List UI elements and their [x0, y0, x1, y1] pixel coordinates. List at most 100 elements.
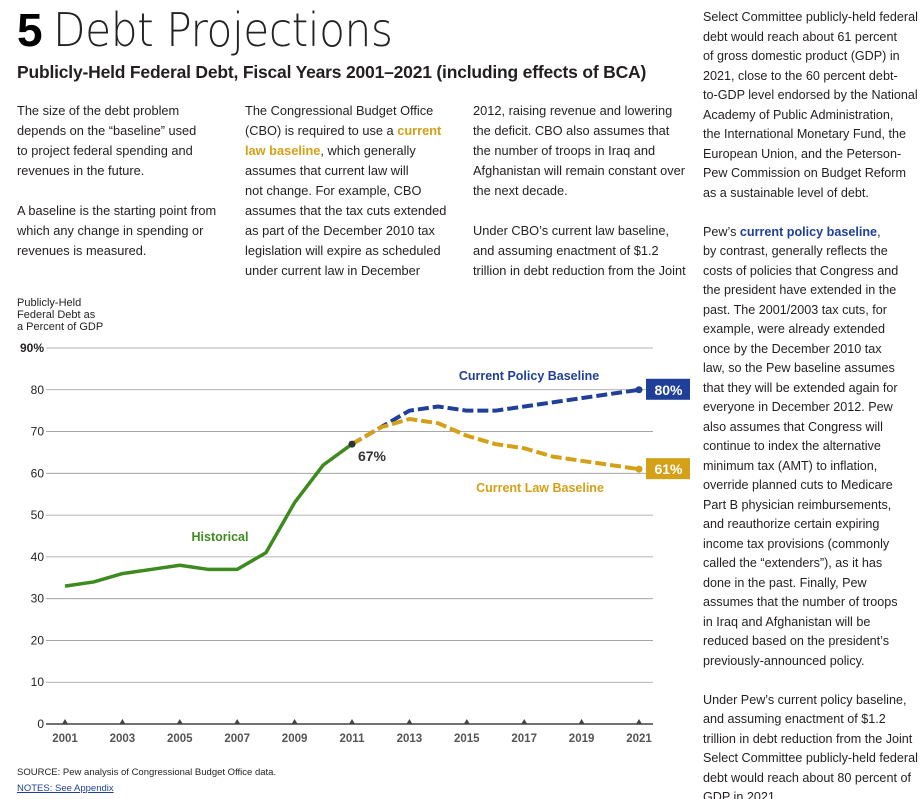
- series-label: Current Policy Baseline: [459, 369, 599, 383]
- text-line: and reauthorize certain expiring: [703, 517, 880, 531]
- text-line: by contrast, generally reflects the: [703, 244, 888, 258]
- text-column-2: The Congressional Budget Office (CBO) is …: [245, 101, 446, 301]
- highlighted-term: current policy baseline: [739, 224, 878, 239]
- text-line: 2012, raising revenue and lowering: [473, 103, 673, 118]
- text-line: GDP in 2021.: [703, 790, 779, 799]
- text-line: and assuming enactment of $1.2: [473, 243, 659, 258]
- chart-title: Publicly-Held Federal Debt, Fiscal Years…: [17, 62, 647, 82]
- paragraph: A baseline is the starting point from whi…: [17, 201, 216, 261]
- text-line: minimum tax (AMT) to inflation,: [703, 458, 878, 473]
- x-tick-mark: [636, 719, 642, 724]
- text-line: as part of the December 2010 tax: [245, 223, 435, 238]
- text-segment: (CBO) is required to use a: [245, 123, 398, 138]
- text-line: Under CBO’s current law baseline,: [473, 223, 670, 238]
- series-line-current-law-baseline: [350, 417, 640, 472]
- text-line: the number of troops in Iraq and: [473, 143, 656, 158]
- text-line: the International Monetary Fund, the: [703, 127, 907, 141]
- x-tick-mark: [291, 719, 298, 724]
- text-line: The Congressional Budget Office: [245, 103, 434, 118]
- y-tick-label: 10: [31, 675, 45, 689]
- x-tick-mark: [119, 719, 126, 724]
- text-line: assumes that the number of troops: [703, 595, 898, 609]
- text-line: done in the past. Finally, Pew: [703, 575, 867, 590]
- y-tick-label: 80: [31, 383, 45, 397]
- data-point-marker: [635, 465, 643, 473]
- x-tick-label: 2019: [569, 733, 595, 745]
- x-tick-label: 2017: [511, 733, 537, 745]
- text-line: trillion in debt reduction from the Join…: [473, 263, 686, 278]
- text-line: trillion in debt reduction from the Join…: [703, 731, 913, 746]
- section-title: 5 Debt Projections: [17, 4, 422, 56]
- text-line: reduced based on the president’s: [703, 634, 890, 648]
- text-line: the next decade.: [473, 183, 568, 198]
- y-axis-label-line: Federal Debt as: [17, 309, 96, 321]
- x-tick-mark: [521, 719, 528, 724]
- text-line: Select Committee publicly-held federal: [703, 751, 918, 765]
- text-line: Select Committee publicly-held federal: [703, 10, 918, 24]
- text-column-4: Select Committee publicly-held federal de…: [703, 8, 918, 799]
- text-line: under current law in December: [245, 263, 420, 278]
- notes-link[interactable]: NOTES: See Appendix: [17, 783, 114, 794]
- text-line: costs of policies that Congress and: [703, 263, 899, 278]
- text-line: Afghanistan will remain constant over: [473, 163, 685, 178]
- series-line-current-policy-baseline: [350, 387, 640, 446]
- text-line: law, so the Pew baseline assumes: [703, 361, 895, 375]
- x-tick-mark: [176, 719, 183, 724]
- text-segment: ,: [877, 224, 881, 239]
- paragraph: Pew’s current policy baseline, by contras…: [703, 223, 918, 672]
- text-line: example, were already extended: [703, 322, 886, 336]
- text-line: also assumes that Congress will: [703, 419, 883, 434]
- y-tick-label: 50: [31, 508, 45, 522]
- text-line: revenues in the future.: [17, 163, 145, 178]
- text-line: European Union, and the Peterson-: [703, 146, 902, 161]
- text-line: assumes that current law will: [245, 163, 409, 178]
- text-line: and assuming enactment of $1.2: [703, 712, 886, 726]
- text-line: everyone in December 2012. Pew: [703, 400, 893, 414]
- text-line: past. The 2001/2003 tax cuts, for: [703, 302, 887, 317]
- series-label: Current Law Baseline: [476, 481, 604, 495]
- y-tick-label: 30: [31, 592, 45, 606]
- text-line: that they will be extended again for: [703, 380, 898, 395]
- text-line: Part B physician reimbursements,: [703, 497, 892, 512]
- series-line-historical: [64, 442, 354, 588]
- x-tick-mark: [62, 719, 68, 724]
- data-point-marker: [635, 386, 643, 394]
- paragraph: Under CBO’s current law baseline, and ass…: [473, 221, 686, 281]
- section-number: 5: [17, 4, 43, 56]
- text-line: continue to index the alternative: [703, 439, 881, 453]
- text-segment: , which generally: [320, 143, 416, 158]
- x-tick-label: 2013: [397, 733, 423, 745]
- text-column-3: 2012, raising revenue and lowering the de…: [473, 101, 686, 301]
- text-line: Academy of Public Administration,: [703, 107, 894, 122]
- data-label: 67%: [358, 448, 387, 464]
- paragraph: The size of the debt problem depends on t…: [17, 101, 216, 181]
- text-line: Pew’s current policy baseline,: [703, 223, 918, 243]
- text-line: Pew Commission on Budget Reform: [703, 166, 906, 180]
- text-line: to project federal spending and: [17, 143, 193, 158]
- x-tick-label: 2015: [454, 733, 480, 745]
- y-axis-label-line: Publicly-Held: [17, 297, 82, 309]
- debt-chart: 0 10 20 30 40 50 60 70 80 90% 2001 2003 2005 2007 2009…: [20, 341, 690, 745]
- highlighted-term: law baseline: [245, 143, 321, 158]
- text-line: depends on the “baseline” used: [17, 123, 197, 138]
- x-tick-mark: [234, 719, 241, 724]
- x-tick-label: 2005: [167, 733, 193, 745]
- text-line: to-GDP level endorsed by the National: [703, 88, 918, 102]
- y-tick-label: 20: [31, 633, 45, 647]
- y-tick-label: 0: [37, 717, 44, 731]
- source-note: SOURCE: Pew analysis of Congressional Bu…: [17, 767, 277, 778]
- text-line: debt would reach about 61 percent: [703, 29, 897, 44]
- x-tick-label: 2007: [224, 733, 250, 745]
- x-tick-mark: [578, 719, 585, 724]
- x-tick-label: 2003: [110, 733, 136, 745]
- text-line: income tax provisions (commonly: [703, 536, 890, 551]
- y-tick-label: 90%: [20, 341, 44, 355]
- text-line: override planned cuts to Medicare: [703, 478, 893, 492]
- text-line: law baseline, which generally: [245, 141, 446, 161]
- text-line: revenues is measured.: [17, 243, 147, 258]
- x-tick-label: 2009: [282, 733, 308, 745]
- text-line: debt would reach about 80 percent of: [703, 770, 911, 785]
- text-line: previously-announced policy.: [703, 653, 865, 668]
- y-tick-label: 60: [31, 466, 45, 480]
